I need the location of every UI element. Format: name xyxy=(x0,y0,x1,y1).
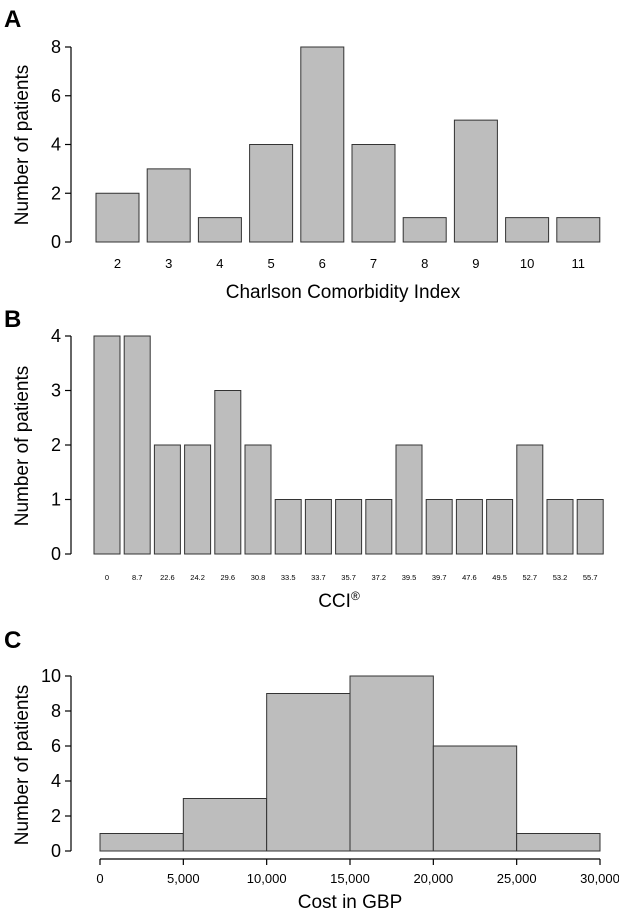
panel-b-bar xyxy=(425,499,453,555)
panel-c-y-tick-label: 6 xyxy=(51,736,61,756)
panel-b-x-tick-label: 39.5 xyxy=(402,573,417,582)
panel-a-letter: A xyxy=(4,6,21,33)
panel-b-y-tick-label: 0 xyxy=(51,544,61,564)
panel-b-bar xyxy=(304,499,332,555)
panel-c-bar xyxy=(349,675,434,852)
panel-b-x-tick-label: 35.7 xyxy=(341,573,356,582)
panel-a-y-label: Number of patients xyxy=(12,65,33,226)
panel-b-plot: 0 1 2 3 4 0 8.7 22.6 24.2 29.6 30.8 33.5 33.7 35.7 37.… xyxy=(51,326,604,582)
panel-a-x-tick-label: 6 xyxy=(319,256,326,271)
panel-a-y-tick-label: 2 xyxy=(51,183,61,203)
panel-a-bar xyxy=(146,168,191,243)
panel-b-bar xyxy=(214,390,242,555)
panel-b-bar xyxy=(153,444,181,555)
panel-b-bar xyxy=(516,444,544,555)
panel-b-bar xyxy=(395,444,423,555)
panel-b-x-tick-label: 0 xyxy=(105,573,109,582)
panel-a-x-tick-label: 11 xyxy=(572,256,586,271)
panel-b-x-tick-label: 49.5 xyxy=(492,573,507,582)
panel-c-y-tick-label: 2 xyxy=(51,806,61,826)
panel-b-bar xyxy=(184,444,212,555)
panel-c-x-tick-label: 20,000 xyxy=(413,871,453,886)
panel-a-x-tick-label: 8 xyxy=(421,256,428,271)
panel-c-y-tick-label: 10 xyxy=(41,666,61,686)
panel-c: C Number of patients Cost in GBP 0 2 4 6 8 10… xyxy=(4,627,619,913)
panel-c-y-tick-label: 8 xyxy=(51,701,61,721)
panel-c-plot: 0 2 4 6 8 10 0 5,000 10,000 15,000 20,000 25,000 30,… xyxy=(41,666,619,886)
panel-b-x-tick-label: 22.6 xyxy=(160,573,175,582)
panel-c-bar xyxy=(432,745,518,852)
panel-c-letter: C xyxy=(4,627,21,654)
panel-a-bar xyxy=(249,144,294,243)
panel-b-bar xyxy=(486,499,514,555)
panel-b-bar xyxy=(93,335,121,555)
panel-b-bar xyxy=(455,499,483,555)
panel-a-x-tick-label: 5 xyxy=(267,256,274,271)
panel-b-bar xyxy=(123,335,151,555)
panel-a-bar xyxy=(95,192,140,243)
panel-a-x-tick-label: 9 xyxy=(472,256,479,271)
panel-a-x-tick-label: 2 xyxy=(114,256,121,271)
panel-c-y-tick-label: 0 xyxy=(51,841,61,861)
panel-b-x-tick-label: 52.7 xyxy=(522,573,537,582)
panel-b-x-tick-label: 29.6 xyxy=(220,573,235,582)
panel-b: B Number of patients CCI® 0 1 2 3 4 0 8.7 22.6 2… xyxy=(4,306,604,612)
panel-a-x-label: Charlson Comorbidity Index xyxy=(226,282,461,303)
panel-a: A Number of patients Charlson Comorbidit… xyxy=(4,6,601,303)
panel-b-y-tick-label: 4 xyxy=(51,326,61,346)
panel-b-x-tick-label: 8.7 xyxy=(132,573,142,582)
panel-b-bar xyxy=(274,499,302,555)
panel-c-x-tick-label: 25,000 xyxy=(497,871,537,886)
panel-b-bar xyxy=(576,499,604,555)
panel-c-bar xyxy=(99,833,184,852)
panel-b-x-tick-label: 55.7 xyxy=(583,573,598,582)
panel-a-y-tick-label: 0 xyxy=(51,232,61,252)
panel-b-x-tick-label: 37.2 xyxy=(371,573,386,582)
panel-c-x-tick-label: 5,000 xyxy=(167,871,200,886)
panel-a-y-tick-label: 4 xyxy=(51,135,61,155)
panel-c-y-label: Number of patients xyxy=(12,685,33,846)
panel-a-bar xyxy=(300,46,345,243)
panel-c-x-tick-label: 0 xyxy=(96,871,103,886)
panel-b-x-tick-label: 47.6 xyxy=(462,573,477,582)
panel-b-x-tick-label: 33.7 xyxy=(311,573,326,582)
panel-b-x-label: CCI® xyxy=(318,589,360,612)
panel-b-letter: B xyxy=(4,306,21,333)
panel-b-y-label: Number of patients xyxy=(12,366,33,527)
panel-c-bar xyxy=(516,833,601,852)
panel-a-bar xyxy=(453,119,498,243)
panel-a-bar xyxy=(351,144,396,243)
panel-b-bar xyxy=(335,499,363,555)
panel-b-bar xyxy=(244,444,272,555)
panel-b-bar xyxy=(365,499,393,555)
panel-b-y-tick-label: 2 xyxy=(51,435,61,455)
panel-c-bar xyxy=(182,798,268,852)
panel-b-x-tick-label: 24.2 xyxy=(190,573,205,582)
panel-a-y-tick-label: 6 xyxy=(51,86,61,106)
panel-b-x-tick-label: 39.7 xyxy=(432,573,447,582)
panel-b-x-tick-label: 33.5 xyxy=(281,573,296,582)
panel-b-y-tick-label: 3 xyxy=(51,381,61,401)
panel-a-x-tick-label: 10 xyxy=(520,256,534,271)
panel-b-x-tick-label: 53.2 xyxy=(553,573,568,582)
panel-b-x-tick-label: 30.8 xyxy=(251,573,266,582)
panel-a-y-tick-label: 8 xyxy=(51,37,61,57)
panel-a-x-tick-label: 4 xyxy=(216,256,223,271)
panel-c-y-tick-label: 4 xyxy=(51,771,61,791)
panel-c-x-label: Cost in GBP xyxy=(298,892,403,913)
panel-c-x-tick-label: 10,000 xyxy=(247,871,287,886)
panel-b-y-tick-label: 1 xyxy=(51,490,61,510)
panel-a-plot: 0 2 4 6 8 2 3 4 5 6 7 8 9 10 11 xyxy=(51,37,601,271)
panel-a-bar xyxy=(556,217,601,243)
panel-a-x-tick-label: 3 xyxy=(165,256,172,271)
panel-a-bar xyxy=(402,217,447,243)
panel-a-x-tick-label: 7 xyxy=(370,256,377,271)
panel-c-x-tick-label: 15,000 xyxy=(330,871,370,886)
panel-c-bar xyxy=(266,693,351,852)
panel-a-bar xyxy=(505,217,550,243)
panel-b-bar xyxy=(546,499,574,555)
panel-a-bar xyxy=(197,217,242,243)
panel-c-x-tick-label: 30,000 xyxy=(580,871,619,886)
